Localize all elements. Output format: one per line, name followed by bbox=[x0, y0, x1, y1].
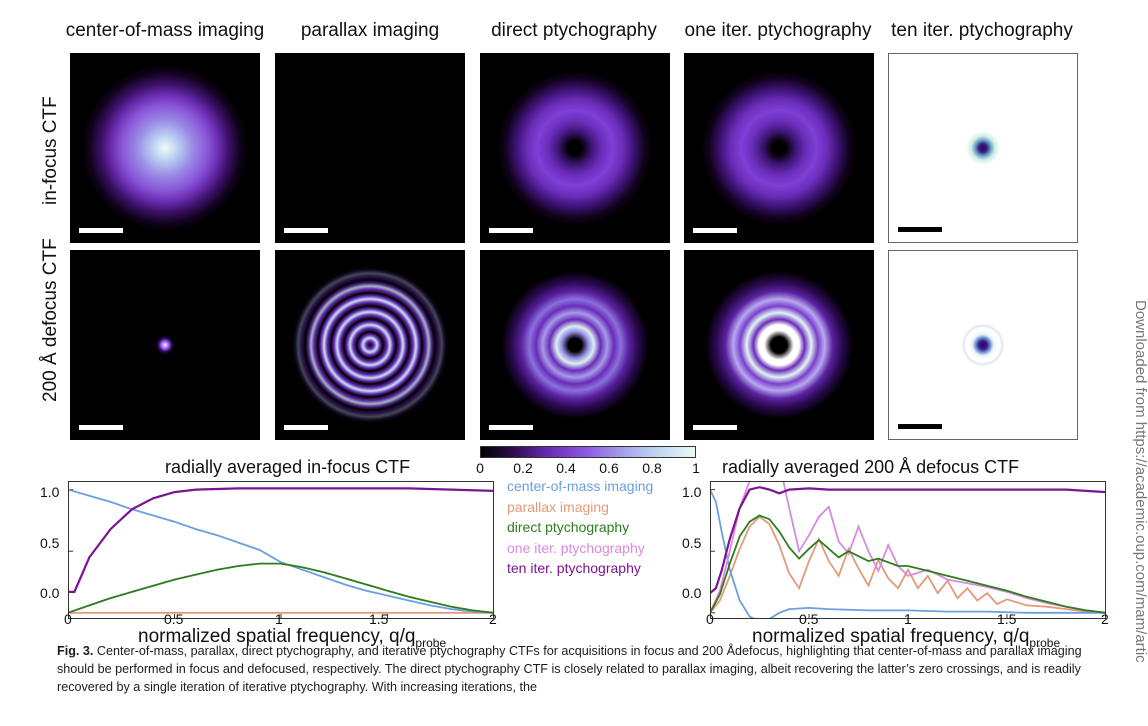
legend-item-ten-iter-ptychography: ten iter. ptychography bbox=[507, 560, 641, 576]
y-tick: 0.5 bbox=[682, 535, 702, 551]
x-tick: 1 bbox=[904, 611, 912, 627]
legend-item-one-iter-ptychography: one iter. ptychography bbox=[507, 539, 645, 556]
y-tick: 0.5 bbox=[40, 535, 60, 551]
series-direct-ptychography bbox=[68, 562, 494, 614]
x-tick: 0.5 bbox=[164, 611, 184, 627]
scale-bar bbox=[79, 425, 123, 430]
x-tick: 0.5 bbox=[799, 611, 819, 627]
ctf-image-parallax-infocus bbox=[275, 53, 465, 243]
ctf-image-direct-infocus bbox=[480, 53, 670, 243]
ctf-image-ten-iter-infocus bbox=[888, 53, 1078, 243]
y-tick: 0.0 bbox=[682, 585, 702, 601]
ctf-plot-defocus bbox=[710, 481, 1106, 619]
colorbar-tick: 0.2 bbox=[513, 460, 533, 476]
series-center-of-mass bbox=[68, 488, 494, 614]
colorbar-tick: 1 bbox=[692, 460, 700, 476]
x-tick: 2 bbox=[489, 611, 497, 627]
legend-item-direct-ptychography: direct ptychography bbox=[507, 519, 630, 535]
plot-title-infocus: radially averaged in-focus CTF bbox=[165, 457, 411, 477]
legend-item-parallax: parallax imaging bbox=[507, 498, 609, 515]
ctf-image-com-infocus bbox=[70, 53, 260, 243]
series-ten-iter-ptychography bbox=[710, 486, 1106, 594]
scale-bar bbox=[693, 425, 737, 430]
column-title-ten-iter-ptychography: ten iter. ptychography bbox=[891, 20, 1073, 41]
scale-bar bbox=[898, 424, 942, 429]
row-label-in-focus: in-focus CTF bbox=[40, 96, 61, 205]
plot-title-defocus: radially averaged 200 Å defocus CTF bbox=[722, 457, 1020, 477]
colorbar-tick: 0 bbox=[476, 460, 484, 476]
series-parallax bbox=[710, 515, 1106, 614]
colorbar-tick: 0.4 bbox=[556, 460, 576, 476]
ctf-image-direct-defocus bbox=[480, 250, 670, 440]
ctf-image-ten-iter-defocus bbox=[888, 250, 1078, 440]
plot-frame bbox=[710, 481, 1106, 619]
scale-bar bbox=[489, 228, 533, 233]
x-tick: 2 bbox=[1101, 611, 1109, 627]
x-tick: 1 bbox=[275, 611, 283, 627]
scale-bar bbox=[489, 425, 533, 430]
colorbar-tick: 0.8 bbox=[642, 460, 662, 476]
scale-bar bbox=[284, 425, 328, 430]
legend-item-center-of-mass: center-of-mass imaging bbox=[507, 478, 654, 494]
x-axis-label-infocus: normalized spatial frequency, q/qprobe bbox=[138, 626, 447, 650]
plot-frame bbox=[68, 481, 494, 619]
x-tick: 0 bbox=[64, 611, 72, 627]
column-title-center-of-mass: center-of-mass imaging bbox=[65, 20, 265, 41]
ctf-image-one-iter-infocus bbox=[684, 53, 874, 243]
download-note: Downloaded from https://academic.oup.com… bbox=[1132, 300, 1148, 663]
ctf-plot-infocus bbox=[68, 481, 494, 619]
figure-caption: Fig. 3. Center-of-mass, parallax, direct… bbox=[57, 642, 1097, 696]
ctf-image-com-defocus bbox=[70, 250, 260, 440]
caption-label: Fig. 3. bbox=[57, 644, 94, 658]
y-tick: 0.0 bbox=[40, 585, 60, 601]
scale-bar bbox=[284, 228, 328, 233]
row-label-defocus: 200 Å defocus CTF bbox=[40, 238, 61, 402]
x-tick: 1.5 bbox=[997, 611, 1017, 627]
scale-bar bbox=[79, 228, 123, 233]
series-one-iter-ptychography bbox=[710, 481, 1106, 614]
legend: center-of-mass imaging parallax imaging … bbox=[507, 476, 653, 579]
x-axis-label-defocus: normalized spatial frequency, q/qprobe bbox=[752, 626, 1061, 650]
caption-text: Center-of-mass, parallax, direct ptychog… bbox=[57, 644, 1082, 694]
colorbar bbox=[480, 446, 696, 458]
y-tick: 1.0 bbox=[40, 484, 60, 500]
colorbar-tick: 0.6 bbox=[599, 460, 619, 476]
column-title-one-iter-ptychography: one iter. ptychography bbox=[684, 20, 872, 41]
column-title-direct-ptychography: direct ptychography bbox=[491, 20, 657, 41]
series-center-of-mass bbox=[710, 489, 1106, 619]
ctf-image-one-iter-defocus bbox=[684, 250, 874, 440]
scale-bar bbox=[898, 227, 942, 232]
ctf-image-parallax-defocus bbox=[275, 250, 465, 440]
y-tick: 1.0 bbox=[682, 484, 702, 500]
x-tick: 0 bbox=[706, 611, 714, 627]
series-direct-ptychography bbox=[710, 514, 1106, 614]
scale-bar bbox=[693, 228, 737, 233]
column-title-parallax: parallax imaging bbox=[300, 20, 440, 41]
series-ten-iter-ptychography bbox=[68, 487, 494, 594]
x-tick: 1.5 bbox=[369, 611, 389, 627]
